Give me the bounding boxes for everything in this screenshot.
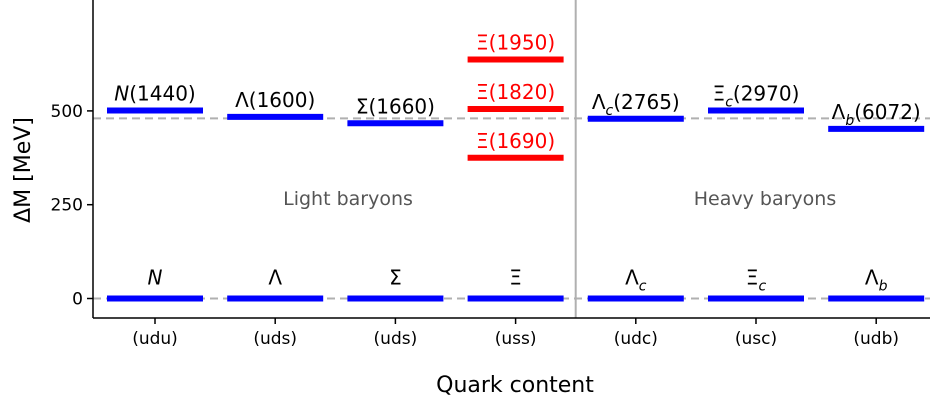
light-baryons-annotation: Light baryons [283, 188, 413, 210]
x-tick-label: (uds) [374, 329, 418, 349]
x-axis-title: Quark content [436, 373, 594, 398]
x-tick-label: (udc) [614, 329, 658, 349]
labels: N Λ Σ Ξ Λc Ξc Λb N(1440) Λ(1600) Σ(1660) Ξ(1690) Ξ(… [114, 30, 920, 294]
x-tick-label: (udb) [853, 329, 899, 349]
excited-level-label: Λb(6072) [832, 100, 921, 129]
excited-level-label: Ξ(1820) [476, 80, 555, 104]
heavy-baryons-annotation: Heavy baryons [694, 188, 836, 210]
ground-level-label: Ξ [509, 266, 522, 290]
ground-level-label: Σ [389, 266, 402, 290]
y-tick-label: 500 [51, 102, 83, 122]
excited-level-label: Λ(1600) [235, 88, 315, 112]
x-tick-label: (uss) [495, 329, 537, 349]
x-tick-label: (usc) [735, 329, 777, 349]
excited-level-label: Ξ(1950) [476, 30, 555, 54]
ground-level-label: N [148, 266, 163, 290]
excited-level-label: Λc(2765) [592, 90, 680, 119]
axes: 0 250 500 (udu) (uds) (uds) (uss) (udc) (usc) (ud… [51, 0, 930, 349]
y-axis-title: ΔM [MeV] [11, 117, 36, 223]
y-tick-label: 250 [51, 196, 83, 216]
excited-level-label: Ξ(1690) [476, 129, 555, 153]
excited-level-label: Ξc(2970) [713, 82, 800, 111]
excited-level-label: Σ(1660) [356, 94, 435, 118]
x-tick-label: (uds) [253, 329, 297, 349]
ground-level-label: Ξc [746, 266, 767, 295]
ground-level-label: Λ [268, 266, 282, 290]
y-tick-label: 0 [72, 290, 83, 310]
ground-level-label: Λc [625, 266, 647, 295]
excited-level-label: N(1440) [114, 82, 195, 106]
energy-levels [107, 56, 925, 302]
ground-level-label: Λb [865, 266, 888, 295]
x-tick-label: (udu) [132, 329, 178, 349]
